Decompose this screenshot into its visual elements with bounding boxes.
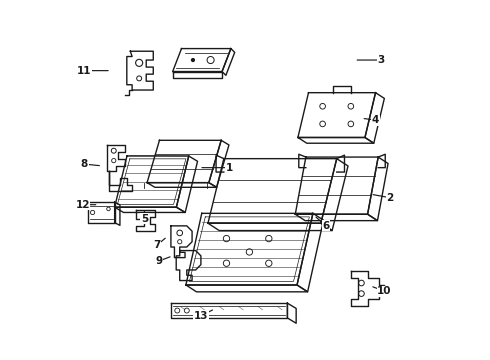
Text: 13: 13 [194, 311, 208, 321]
Text: 5: 5 [141, 214, 148, 224]
Text: 1: 1 [225, 163, 233, 173]
Text: 6: 6 [322, 221, 330, 231]
Text: 2: 2 [386, 193, 393, 203]
Text: 3: 3 [377, 55, 385, 65]
Text: 7: 7 [153, 240, 161, 250]
Text: 11: 11 [77, 66, 92, 76]
Text: 9: 9 [155, 256, 162, 266]
Text: 8: 8 [81, 159, 88, 169]
Text: 4: 4 [372, 115, 379, 125]
Text: 12: 12 [75, 200, 90, 210]
Text: 10: 10 [377, 286, 392, 296]
Circle shape [192, 59, 195, 62]
